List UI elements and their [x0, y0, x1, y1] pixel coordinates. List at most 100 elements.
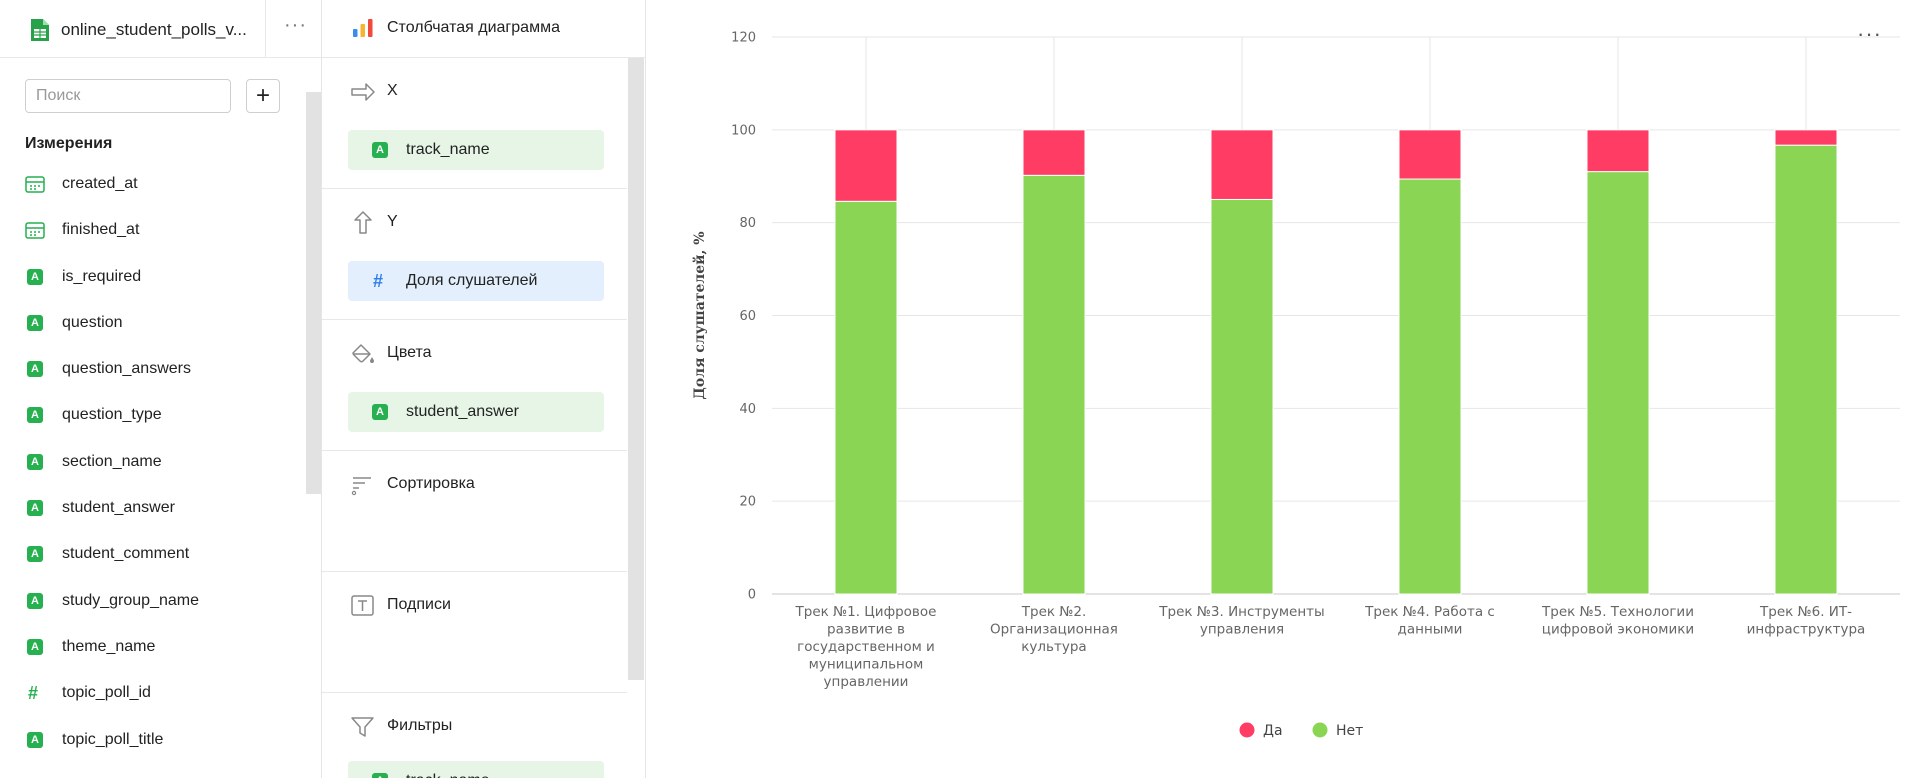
sort-icon — [350, 473, 376, 497]
section-labels-title: Подписи — [387, 596, 451, 613]
x-tick-label-line: Трек №4. Работа с — [1364, 604, 1495, 620]
spreadsheet-icon — [30, 18, 50, 42]
field-item[interactable]: # topic_poll_id — [0, 671, 300, 717]
x-tick-label-line: инфраструктура — [1747, 622, 1866, 638]
x-tick-label-line: Трек №1. Цифровое — [795, 604, 937, 620]
y-axis-title: Доля слушателей, % — [691, 231, 708, 399]
filters-field-chip[interactable]: A track_name — [348, 761, 604, 778]
string-type-icon: A — [25, 638, 45, 656]
string-type-icon: A — [370, 141, 388, 158]
field-item[interactable]: finished_at — [0, 208, 300, 254]
x-tick-label-line: культура — [1021, 639, 1086, 655]
section-colors: Цвета A student_answer — [322, 320, 627, 451]
x-tick-label: Трек №3. Инструменты управления — [1158, 604, 1324, 638]
arrow-right-icon — [350, 80, 376, 104]
field-name: question_answers — [62, 360, 191, 378]
y-tick-label: 100 — [731, 123, 756, 138]
add-field-button[interactable]: + — [246, 79, 280, 113]
string-type-icon: A — [25, 545, 45, 563]
field-name: question — [62, 313, 123, 331]
string-type-icon: A — [25, 592, 45, 610]
bar-segment — [1586, 171, 1650, 595]
section-x: X A track_name — [322, 58, 627, 189]
string-type-icon: A — [370, 772, 388, 778]
y-field-chip[interactable]: # Доля слушателей — [348, 261, 604, 301]
string-type-icon: A — [25, 268, 45, 286]
section-filters-title: Фильтры — [387, 717, 453, 734]
colors-field-chip[interactable]: A student_answer — [348, 392, 604, 432]
bar-segment — [1586, 129, 1650, 173]
chart-area: 0 20 40 60 80 100 120 Трек №1. Цифровое развитие… — [646, 0, 1920, 778]
dataset-header: online_student_polls_v... ··· — [0, 0, 321, 58]
x-tick-label-line: Организационная — [990, 622, 1118, 638]
bar-segment — [1398, 178, 1462, 595]
y-field-label: Доля слушателей — [406, 272, 538, 289]
field-name: student_comment — [62, 545, 190, 563]
x-tick-label-line: Трек №5. Технологии — [1541, 604, 1694, 620]
y-tick-label: 20 — [739, 495, 756, 510]
filters-field-label: track_name — [406, 772, 490, 778]
section-filters: Фильтры A track_name — [322, 693, 627, 778]
bar-segment — [1398, 129, 1462, 180]
bar-segment — [1022, 129, 1086, 176]
field-name: theme_name — [62, 637, 156, 655]
dataset-title[interactable]: online_student_polls_v... — [61, 20, 247, 39]
bar-segment — [834, 200, 898, 595]
bar-segment — [834, 129, 898, 202]
field-name: finished_at — [62, 221, 140, 239]
string-type-icon: A — [25, 406, 45, 424]
bar-chart-icon — [352, 18, 374, 43]
chart-more-icon[interactable]: ··· — [1857, 21, 1882, 46]
x-tick-label-line: данными — [1398, 622, 1463, 638]
wizard-panel: Столбчатая диаграмма X A track_name Y # … — [322, 0, 645, 778]
x-field-chip[interactable]: A track_name — [348, 130, 604, 170]
x-tick-label: Трек №1. Цифровое развитие в государственн… — [795, 604, 937, 690]
bar-segment — [1210, 198, 1274, 595]
x-tick-label-line: Трек №3. Инструменты — [1158, 604, 1324, 620]
section-sort: Сортировка — [322, 451, 627, 572]
x-tick-label-line: Трек №2. — [1021, 604, 1087, 620]
bar-segment — [1210, 129, 1274, 200]
panel-divider — [645, 0, 646, 778]
bar-segment — [1022, 174, 1086, 595]
search-input[interactable] — [25, 79, 231, 113]
section-sort-title: Сортировка — [387, 475, 475, 492]
field-item[interactable]: created_at — [0, 162, 300, 208]
dataset-more-icon[interactable]: ··· — [284, 14, 307, 36]
x-tick-label: Трек №2. Организационная культура — [990, 604, 1118, 655]
field-name: question_type — [62, 406, 162, 424]
string-type-icon: A — [25, 499, 45, 517]
section-colors-title: Цвета — [387, 344, 432, 361]
section-x-title: X — [387, 82, 398, 99]
y-tick-label: 120 — [731, 31, 756, 46]
header-divider — [265, 0, 266, 57]
dataset-scrollbar[interactable] — [306, 92, 321, 494]
section-y: Y # Доля слушателей — [322, 189, 627, 320]
arrow-up-icon — [350, 211, 376, 235]
legend-marker — [1312, 722, 1328, 738]
field-name: student_answer — [62, 499, 175, 517]
field-name: study_group_name — [62, 591, 199, 609]
legend-label: Да — [1263, 723, 1283, 739]
string-type-icon: A — [25, 731, 45, 749]
visualization-type-label: Столбчатая диаграмма — [387, 19, 560, 36]
dataset-panel: online_student_polls_v... ··· + Измерени… — [0, 0, 322, 778]
dimensions-title: Измерения — [25, 135, 113, 152]
visualization-type-selector[interactable]: Столбчатая диаграмма — [322, 0, 645, 58]
x-tick-label-line: управления — [1200, 622, 1284, 638]
string-type-icon: A — [370, 403, 388, 420]
wizard-scrollbar[interactable] — [628, 58, 644, 680]
x-tick-label: Трек №5. Технологии цифровой экономики — [1541, 604, 1694, 638]
x-tick-label: Трек №4. Работа с данными — [1364, 604, 1495, 638]
